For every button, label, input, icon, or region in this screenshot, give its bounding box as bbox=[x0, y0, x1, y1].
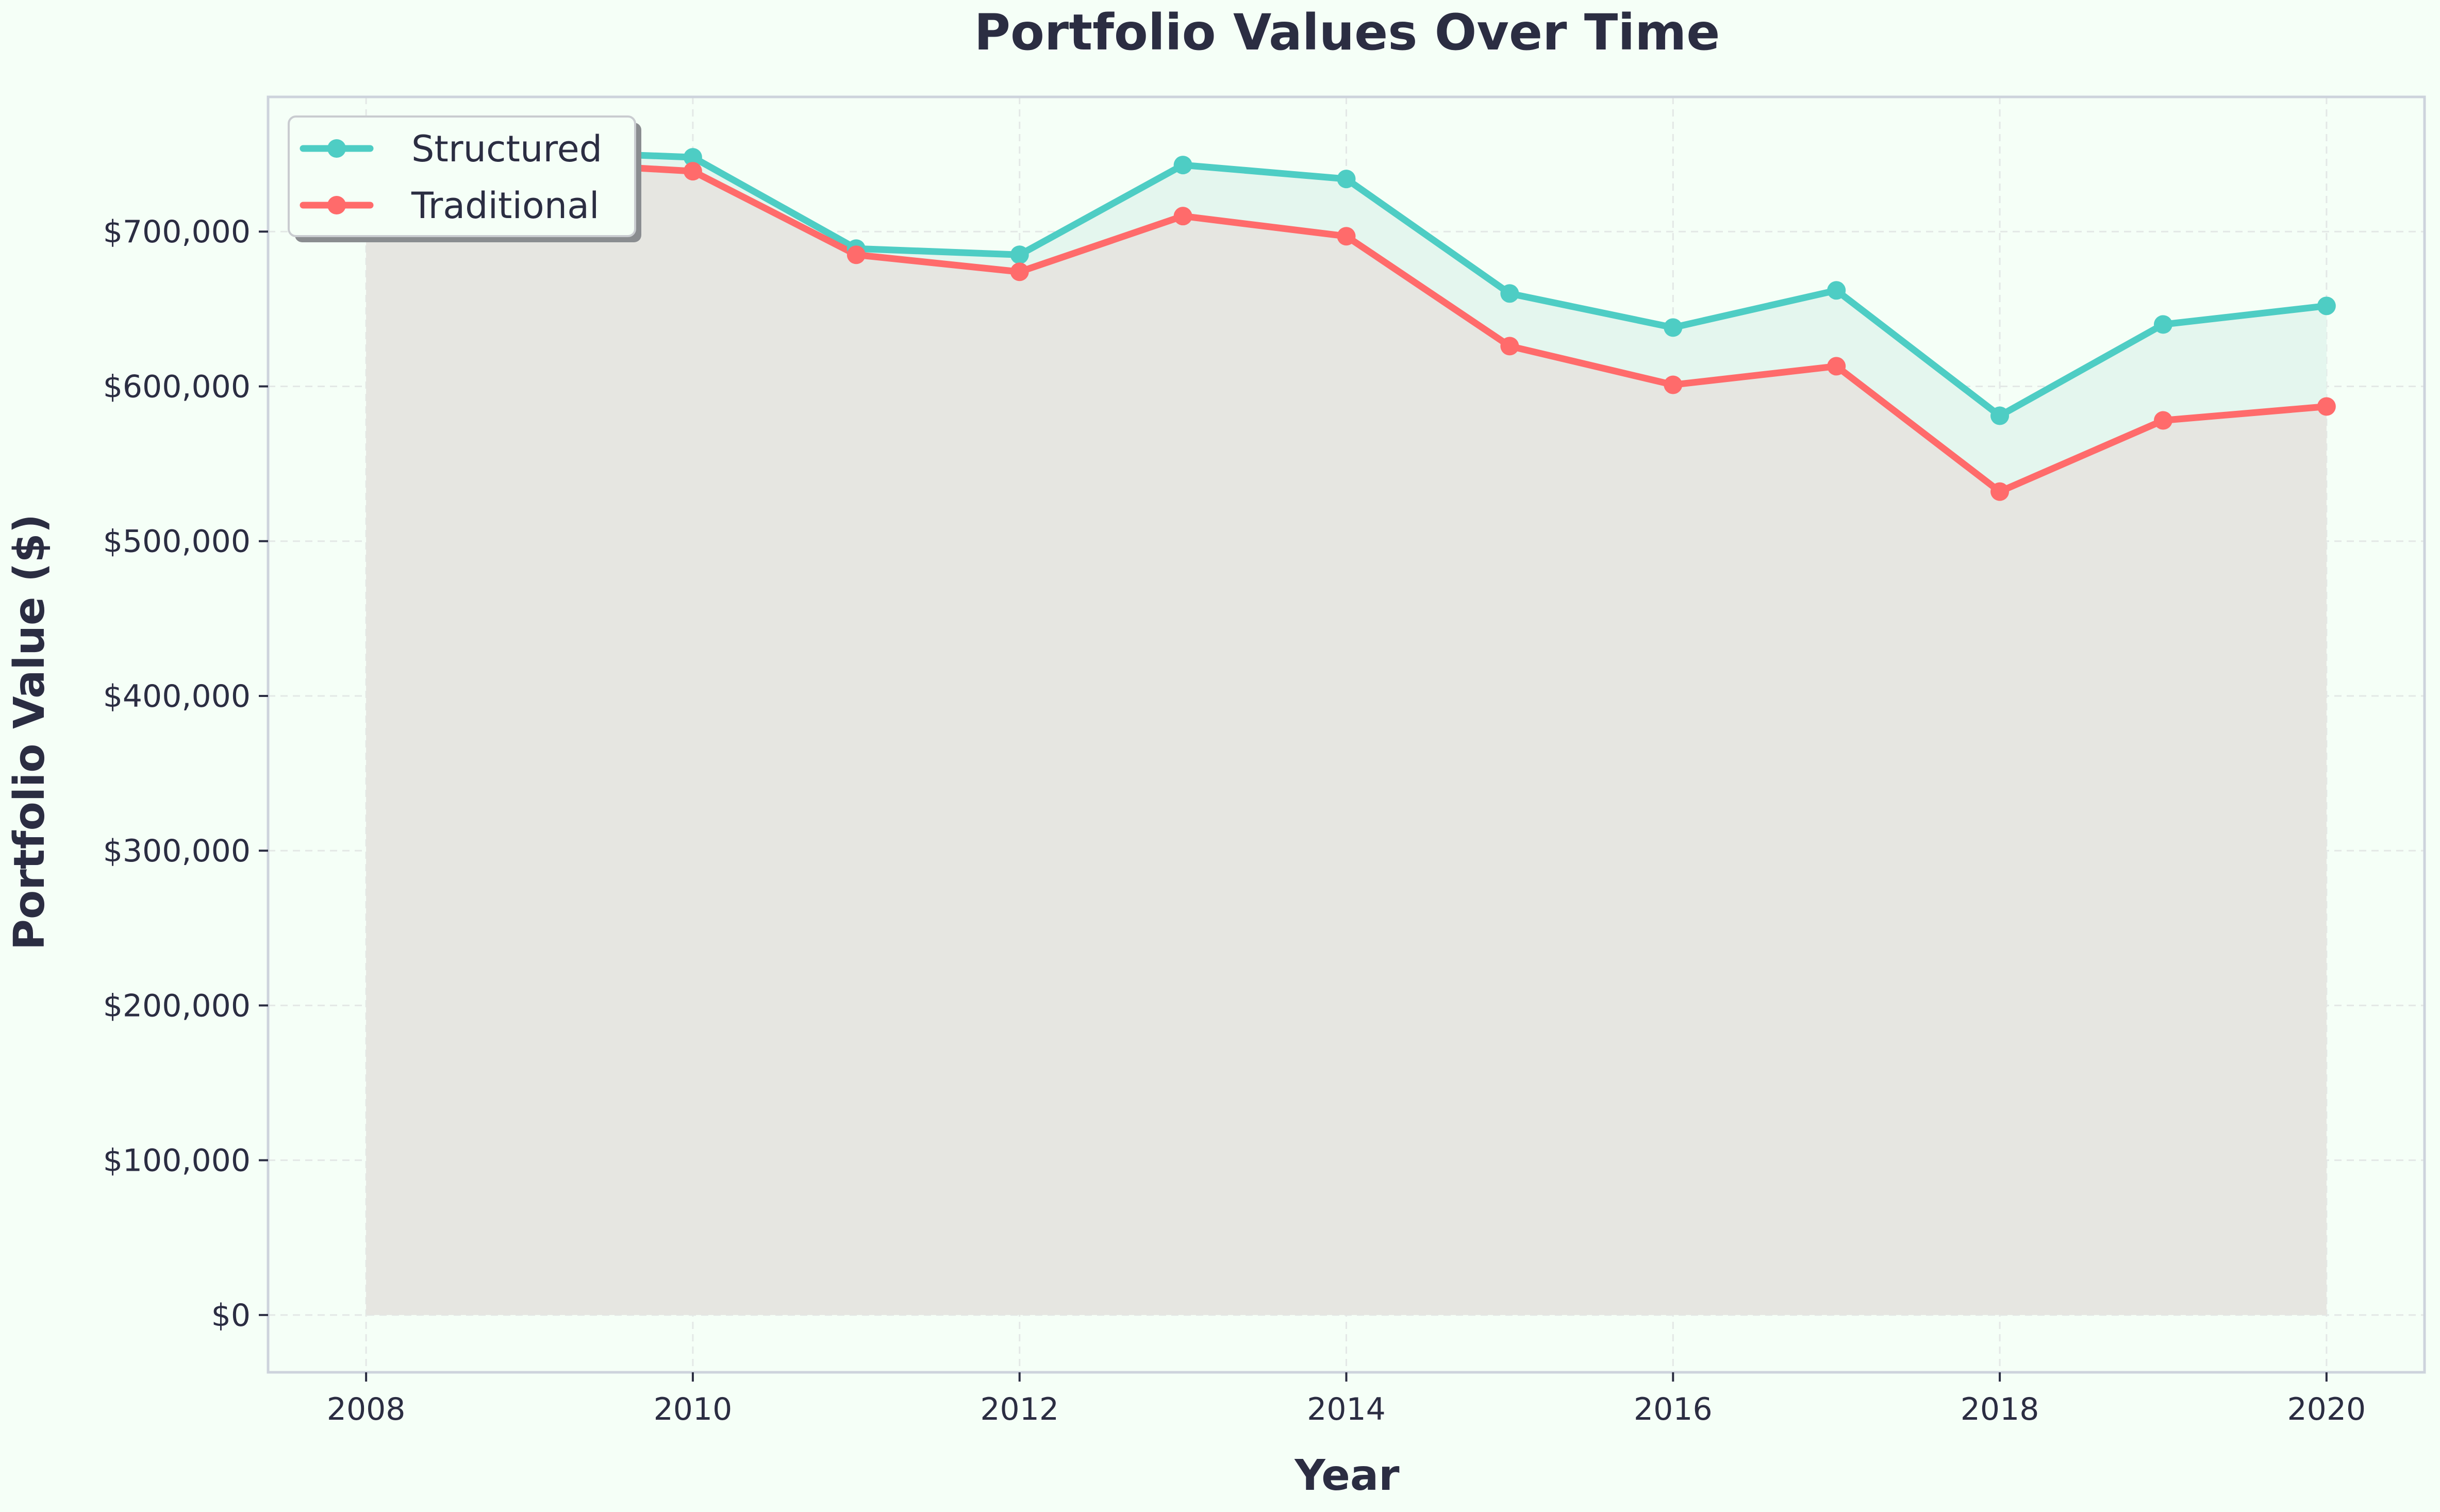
x-axis-ticks: 2008 2010 2012 2014 2016 2018 2020 bbox=[327, 1372, 2366, 1427]
structured-gap-fill bbox=[366, 151, 2327, 492]
chart-title: Portfolio Values Over Time bbox=[974, 4, 1720, 61]
area-fills bbox=[366, 151, 2327, 1315]
x-tick-label-3: 2014 bbox=[1307, 1391, 1386, 1427]
legend: Structured Traditional bbox=[288, 115, 641, 242]
legend-entries: Structured Traditional bbox=[300, 128, 602, 227]
y-axis-ticks: $0 $100,000 $200,000 $300,000 $400,000 $500,0… bbox=[103, 214, 268, 1334]
structured-point-2020 bbox=[2317, 296, 2336, 315]
legend-traditional-label: Traditional bbox=[411, 185, 599, 227]
y-tick-label-5: $500,000 bbox=[103, 524, 251, 560]
y-tick-label-7: $700,000 bbox=[103, 214, 251, 250]
structured-point-2018 bbox=[1990, 406, 2010, 425]
x-tick-label-1: 2010 bbox=[654, 1391, 733, 1427]
x-tick-label-0: 2008 bbox=[327, 1391, 406, 1427]
traditional-point-2012 bbox=[1010, 262, 1029, 281]
traditional-point-2020 bbox=[2317, 397, 2336, 416]
structured-point-2012 bbox=[1010, 245, 1029, 264]
legend-structured-marker bbox=[327, 139, 346, 158]
y-tick-label-1: $100,000 bbox=[103, 1143, 251, 1179]
x-axis-label: Year bbox=[1294, 1451, 1400, 1500]
traditional-point-2015 bbox=[1500, 337, 1519, 356]
traditional-point-2019 bbox=[2153, 411, 2172, 430]
structured-point-2019 bbox=[2153, 315, 2172, 334]
traditional-point-2014 bbox=[1337, 227, 1356, 246]
traditional-point-2010 bbox=[683, 162, 702, 181]
y-tick-label-6: $600,000 bbox=[103, 369, 251, 405]
traditional-area-fill bbox=[366, 162, 2327, 1315]
y-tick-label-3: $300,000 bbox=[103, 833, 251, 869]
structured-point-2015 bbox=[1500, 284, 1519, 303]
traditional-point-2011 bbox=[846, 245, 866, 264]
y-axis-label: Portfolio Value ($) bbox=[5, 514, 54, 950]
structured-point-2010 bbox=[683, 148, 702, 167]
legend-structured-label: Structured bbox=[411, 128, 602, 170]
y-tick-label-0: $0 bbox=[211, 1298, 251, 1334]
legend-box bbox=[288, 115, 636, 237]
x-tick-label-6: 2020 bbox=[2287, 1391, 2366, 1427]
structured-point-2013 bbox=[1173, 156, 1192, 175]
traditional-point-2017 bbox=[1827, 357, 1846, 376]
structured-point-2014 bbox=[1337, 170, 1356, 189]
structured-point-2017 bbox=[1827, 281, 1846, 300]
legend-traditional-marker bbox=[327, 196, 346, 214]
x-tick-label-2: 2012 bbox=[980, 1391, 1059, 1427]
traditional-point-2013 bbox=[1173, 207, 1192, 226]
traditional-point-2018 bbox=[1990, 482, 2010, 501]
y-tick-label-2: $200,000 bbox=[103, 988, 251, 1024]
structured-point-2016 bbox=[1664, 318, 1683, 337]
x-tick-label-5: 2018 bbox=[1961, 1391, 2039, 1427]
x-tick-label-4: 2016 bbox=[1634, 1391, 1713, 1427]
y-tick-label-4: $400,000 bbox=[103, 678, 251, 715]
traditional-point-2016 bbox=[1664, 375, 1683, 394]
